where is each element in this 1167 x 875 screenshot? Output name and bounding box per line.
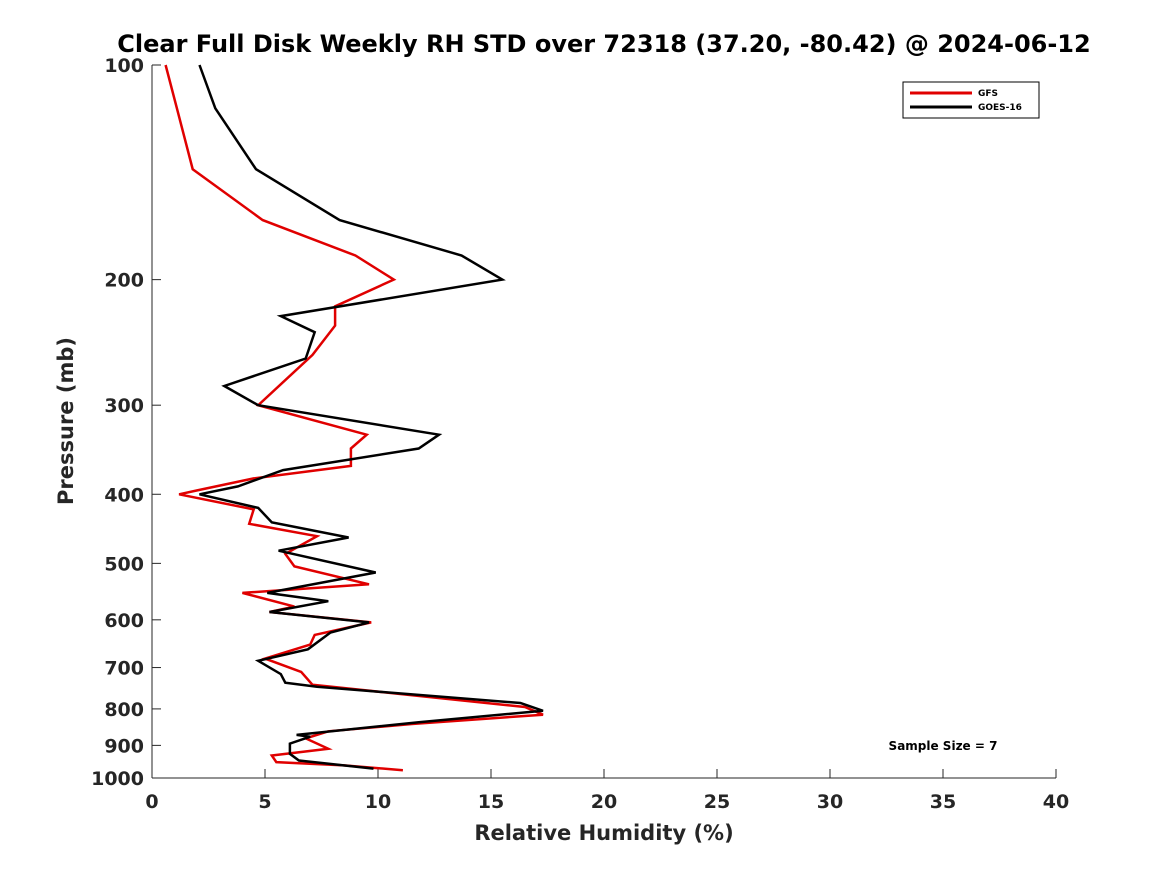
y-tick-label: 600 [104, 610, 144, 632]
y-tick-label: 500 [104, 553, 144, 575]
legend-label-goes-16: GOES-16 [978, 103, 1022, 113]
x-axis-label: Relative Humidity (%) [474, 821, 733, 845]
y-tick-label: 700 [104, 658, 144, 680]
y-tick-label: 900 [104, 735, 144, 757]
y-tick-label: 200 [104, 270, 144, 292]
series-layer [164, 64, 544, 772]
x-tick-label: 5 [258, 791, 271, 813]
legend-label-gfs: GFS [978, 89, 998, 99]
y-tick-label: 400 [104, 484, 144, 506]
x-tick-label: 40 [1043, 791, 1069, 813]
chart-title: Clear Full Disk Weekly RH STD over 72318… [117, 30, 1090, 58]
y-tick-label: 1000 [91, 768, 144, 790]
y-tick-label: 300 [104, 395, 144, 417]
plot-axes [151, 65, 1056, 779]
x-tick-label: 15 [478, 791, 504, 813]
sample-size-annotation: Sample Size = 7 [889, 739, 998, 753]
series-line-gfs [164, 64, 544, 772]
x-tick-label: 10 [365, 791, 391, 813]
x-tick-label: 25 [704, 791, 730, 813]
y-tick-label: 100 [104, 55, 144, 77]
legend-box [902, 81, 1040, 119]
y-axis-label: Pressure (mb) [54, 337, 78, 505]
series-line-goes-16 [198, 64, 544, 770]
x-tick-label: 20 [591, 791, 617, 813]
x-tick-label: 35 [930, 791, 956, 813]
x-tick-label: 0 [145, 791, 158, 813]
axis-ticks: 0 5 10 15 20 25 30 35 40 100 200 300 400 500 600 700 800… [91, 55, 1069, 813]
legend: GFS GOES-16 [902, 81, 1040, 119]
y-tick-label: 800 [104, 699, 144, 721]
x-tick-label: 30 [817, 791, 843, 813]
